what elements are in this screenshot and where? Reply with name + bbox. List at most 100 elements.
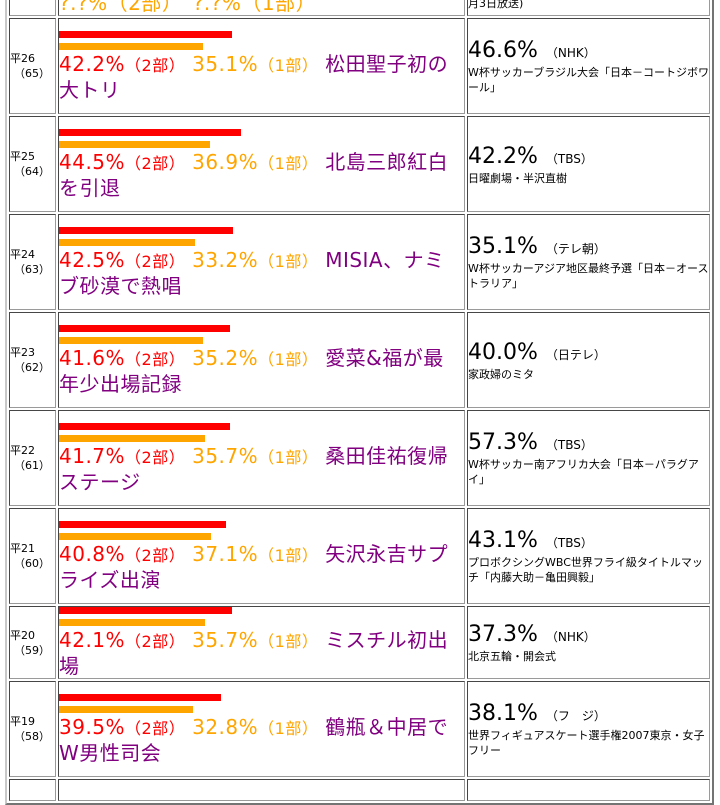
- edition-number: （61）: [14, 459, 50, 472]
- era-label: 平24: [10, 248, 35, 261]
- table-row: 平20 （59） 42.1%（2部） 35.7%（1部） ミスチル初出場 37.…: [9, 606, 710, 679]
- kouhaku-ratings-table: ?.?%（2部） ?.?%（1部） 月3日放送) 平26 （65） 42.2%（…: [5, 0, 714, 805]
- top-program-note: 月3日放送): [468, 0, 524, 10]
- era-label: 平19: [10, 715, 35, 728]
- part1-rating-value: 35.7%: [192, 443, 259, 468]
- edition-number: （60）: [14, 557, 50, 570]
- top-program-title: プロボクシングWBC世界フライ級タイトルマッチ「内藤大助－亀田興毅」: [468, 556, 703, 584]
- kouhaku-note: 鶴瓶＆中居でW男性司会: [59, 714, 449, 765]
- top-network: （NHK）: [545, 46, 596, 60]
- top-rating-value: 40.0%: [468, 339, 538, 365]
- kouhaku-note: 桑田佳祐復帰ステージ: [59, 443, 449, 494]
- top-program-cell: 46.6% （NHK） W杯サッカーブラジル大会「日本－コートジボワール」: [467, 18, 710, 114]
- part1-rating-value: 35.1%: [192, 51, 259, 76]
- part2-rating-bar: [59, 607, 232, 614]
- era-cell: 平19 （58）: [9, 681, 56, 777]
- kouhaku-rating-line: 41.7%（2部） 35.7%（1部） 桑田佳祐復帰ステージ: [59, 444, 464, 494]
- part2-rating-bar: [59, 422, 230, 430]
- top-program-cell: 57.3% （TBS） W杯サッカー南アフリカ大会「日本－パラグアイ」: [467, 410, 710, 506]
- kouhaku-rating-line: 42.2%（2部） 35.1%（1部） 松田聖子初の大トリ: [59, 52, 464, 102]
- ratings-table-frame: ?.?%（2部） ?.?%（1部） 月3日放送) 平26 （65） 42.2%（…: [5, 0, 714, 805]
- kouhaku-cell: ?.?%（2部） ?.?%（1部）: [58, 0, 465, 16]
- kouhaku-note: 矢沢永吉サプライズ出演: [59, 541, 449, 592]
- part2-rating-value: 39.5%: [59, 714, 126, 739]
- era-label: 平25: [10, 150, 35, 163]
- part1-rating-bar: [59, 140, 210, 148]
- part1-rating-bar: [59, 619, 205, 626]
- kouhaku-note: MISIA、ナミブ砂漠で熱唱: [59, 247, 445, 298]
- part2-label: （2部）: [125, 718, 186, 738]
- top-network: （TBS）: [545, 151, 593, 166]
- part2-rating-value: 41.7%: [59, 443, 126, 468]
- era-cell: 平22 （61）: [9, 410, 56, 506]
- top-rating-value: 35.1%: [468, 234, 538, 259]
- top-network: （日テレ）: [545, 347, 606, 362]
- part1-label: （1部）: [258, 718, 319, 738]
- table-row: 平26 （65） 42.2%（2部） 35.1%（1部） 松田聖子初の大トリ 4…: [9, 18, 710, 114]
- era-cell: 平20 （59）: [9, 606, 56, 679]
- top-program-cell: 35.1% （テレ朝） W杯サッカーアジア地区最終予選「日本－オーストラリア」: [467, 214, 710, 310]
- table-row: 平23 （62） 41.6%（2部） 35.2%（1部） 愛菜&福が最年少出場記…: [9, 312, 710, 408]
- part2-label: （2部）: [125, 55, 186, 75]
- top-program-title: 家政婦のミタ: [468, 367, 534, 381]
- part2-label: （2部）: [125, 545, 186, 565]
- table-row-partial-top: ?.?%（2部） ?.?%（1部） 月3日放送): [9, 0, 710, 16]
- part1-rating-bar: [59, 238, 195, 246]
- era-cell: 平25 （64）: [9, 116, 56, 212]
- top-network: （TBS）: [545, 536, 593, 550]
- top-rating-value: 43.1%: [468, 528, 538, 553]
- part1-rating-bar: [59, 705, 193, 713]
- part2-rating-bar: [59, 226, 233, 234]
- kouhaku-rating-line: 42.5%（2部） 33.2%（1部） MISIA、ナミブ砂漠で熱唱: [59, 248, 464, 298]
- part2-label: （2部）: [125, 251, 186, 271]
- kouhaku-cell: 39.5%（2部） 32.8%（1部） 鶴瓶＆中居でW男性司会: [58, 681, 465, 777]
- part1-rating-value: 33.2%: [192, 247, 259, 272]
- part1-label: （1部）: [258, 545, 319, 565]
- top-rating-value: 57.3%: [468, 430, 538, 455]
- kouhaku-cell: 44.5%（2部） 36.9%（1部） 北島三郎紅白を引退: [58, 116, 465, 212]
- top-program-cell: 40.0% （日テレ） 家政婦のミタ: [467, 312, 710, 408]
- part2-rating-value: 41.6%: [59, 345, 126, 370]
- era-cell: [9, 0, 56, 16]
- table-row: 平19 （58） 39.5%（2部） 32.8%（1部） 鶴瓶＆中居でW男性司会…: [9, 681, 710, 777]
- part1-label: （1部）: [258, 447, 319, 467]
- top-network: （フ ジ）: [545, 709, 606, 723]
- kouhaku-cell: 42.2%（2部） 35.1%（1部） 松田聖子初の大トリ: [58, 18, 465, 114]
- part2-rating-value: 42.5%: [59, 247, 126, 272]
- kouhaku-cell: [58, 779, 465, 801]
- kouhaku-note: ミスチル初出場: [59, 628, 449, 678]
- top-program-title: W杯サッカーアジア地区最終予選「日本－オーストラリア」: [468, 262, 709, 290]
- era-cell: 平23 （62）: [9, 312, 56, 408]
- kouhaku-cell: 42.5%（2部） 33.2%（1部） MISIA、ナミブ砂漠で熱唱: [58, 214, 465, 310]
- part1-rating-value: 36.9%: [192, 149, 259, 174]
- part1-rating-bar: [59, 336, 203, 344]
- kouhaku-rating-line: 39.5%（2部） 32.8%（1部） 鶴瓶＆中居でW男性司会: [59, 715, 464, 765]
- era-cell: 平24 （63）: [9, 214, 56, 310]
- top-rating-value: 46.6%: [468, 38, 538, 63]
- era-label: 平26: [10, 52, 35, 65]
- part1-rating-value: 35.2%: [192, 345, 259, 370]
- era-cell: 平26 （65）: [9, 18, 56, 114]
- kouhaku-rating-line: 42.1%（2部） 35.7%（1部） ミスチル初出場: [59, 628, 464, 678]
- part1-label: （1部）: [258, 251, 319, 271]
- table-row: 平22 （61） 41.7%（2部） 35.7%（1部） 桑田佳祐復帰ステージ …: [9, 410, 710, 506]
- part2-rating-bar: [59, 30, 232, 38]
- kouhaku-note: 北島三郎紅白を引退: [59, 149, 449, 200]
- era-label: 平21: [10, 542, 35, 555]
- edition-number: （64）: [14, 165, 50, 178]
- top-program-cell: 月3日放送): [467, 0, 710, 16]
- kouhaku-note: 松田聖子初の大トリ: [59, 51, 449, 102]
- kouhaku-rating-line: 41.6%（2部） 35.2%（1部） 愛菜&福が最年少出場記録: [59, 346, 464, 396]
- table-row: 平25 （64） 44.5%（2部） 36.9%（1部） 北島三郎紅白を引退 4…: [9, 116, 710, 212]
- era-cell: [9, 779, 56, 801]
- part2-rating-value: 40.8%: [59, 541, 126, 566]
- part1-label: （1部）: [258, 55, 319, 75]
- part2-rating-value: 42.2%: [59, 51, 126, 76]
- top-program-cell: 37.3% （NHK） 北京五輪・開会式: [467, 606, 710, 679]
- top-rating-value: 37.3%: [468, 622, 538, 647]
- part1-rating-bar: [59, 532, 211, 540]
- edition-number: （62）: [14, 361, 50, 374]
- top-network: （テレ朝）: [545, 242, 606, 256]
- part2-label: （2部）: [125, 349, 186, 369]
- top-network: （TBS）: [545, 438, 593, 452]
